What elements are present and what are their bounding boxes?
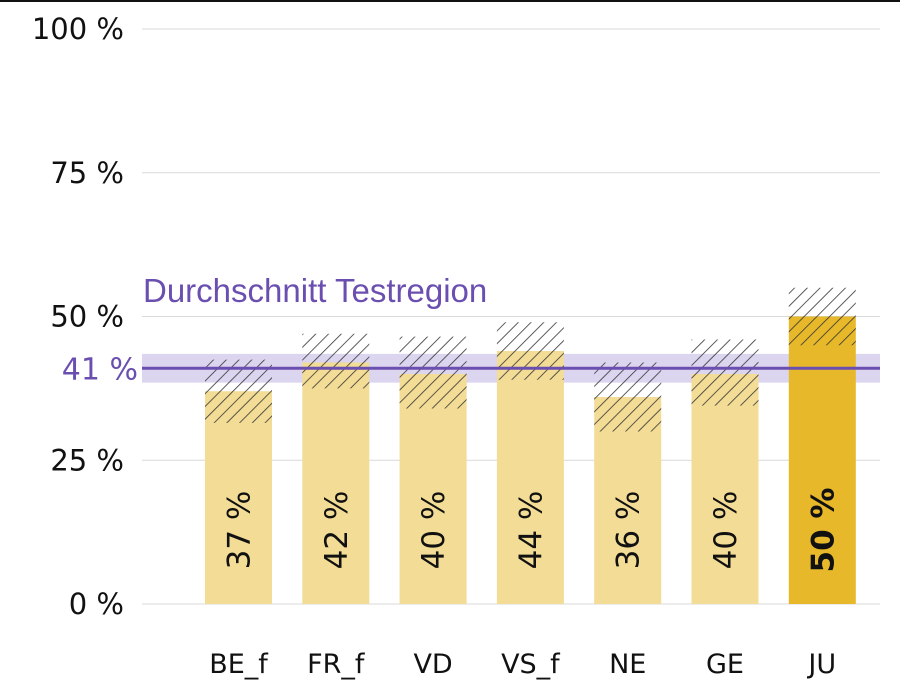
x-tick-label: GE (706, 649, 744, 680)
average-title: Durchschnitt Testregion (143, 272, 487, 309)
value-label: 50 % (805, 488, 841, 573)
bar (496, 351, 564, 604)
bar (691, 374, 759, 604)
confidence-interval (691, 339, 759, 406)
x-tick-label: JU (806, 649, 836, 680)
confidence-interval (496, 322, 564, 380)
confidence-interval (302, 333, 370, 389)
average-value-label: 41 % (62, 352, 138, 387)
x-tick-label: NE (609, 649, 646, 680)
y-tick-label: 100 % (32, 12, 124, 46)
confidence-interval (205, 359, 272, 423)
value-label: 40 % (708, 491, 744, 570)
x-tick-label: FR_f (307, 649, 366, 680)
y-tick-label: 0 % (69, 587, 124, 621)
x-tick-label: VD (413, 649, 452, 680)
bar (302, 362, 370, 604)
value-label: 37 % (222, 491, 258, 570)
value-label: 40 % (416, 491, 452, 570)
bar (788, 316, 856, 604)
confidence-interval (399, 336, 467, 409)
value-label: 42 % (319, 491, 355, 570)
value-label: 44 % (513, 491, 549, 570)
bar (399, 374, 467, 604)
x-tick-label: BE_f (209, 649, 269, 680)
y-tick-label: 25 % (50, 443, 124, 477)
confidence-interval (594, 362, 662, 432)
x-tick-label: VS_f (501, 649, 561, 680)
value-label: 36 % (611, 491, 647, 570)
y-tick-label: 75 % (50, 156, 124, 190)
y-tick-label: 50 % (50, 300, 124, 334)
confidence-interval (788, 287, 856, 346)
bar (205, 391, 272, 604)
